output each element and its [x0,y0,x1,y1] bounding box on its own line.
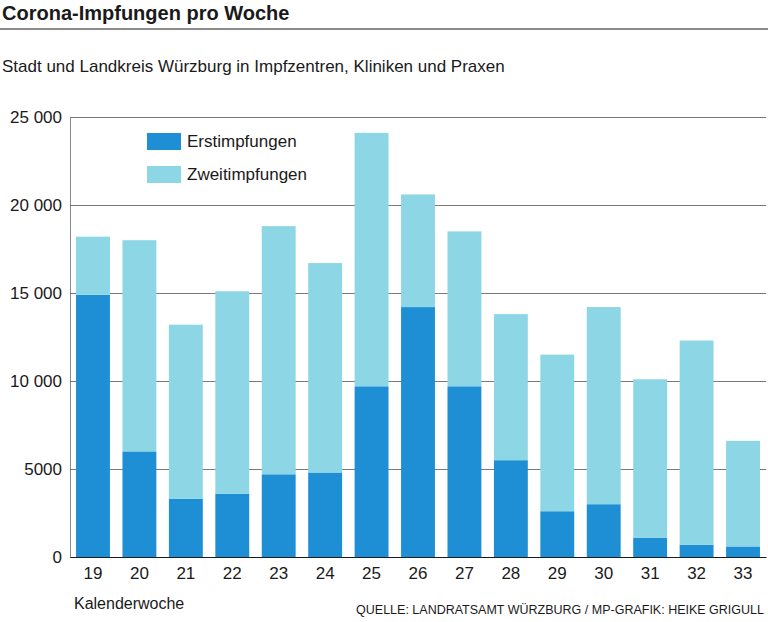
grid-line [70,557,766,558]
y-tick-label: 25 000 [10,108,62,127]
subtitle: Stadt und Landkreis Würzburg in Impfzent… [2,57,505,76]
y-axis-line [71,118,767,558]
legend-label: Erstimpfungen [187,132,297,151]
y-tick-label: 15 000 [10,284,62,303]
x-tick: 29 [548,557,567,583]
bar [587,504,621,557]
source: QUELLE: LANDRATSAMT WÜRZBURG / MP-GRAFIK… [356,603,764,617]
bar [401,307,435,557]
bar [633,538,667,557]
grid-line [70,117,766,118]
bar [540,355,574,512]
y-tick: 25 000 [10,108,766,127]
bar [680,545,714,557]
x-tick: 24 [316,557,335,583]
title: Corona-Impfungen pro Woche [2,2,289,24]
x-tick-label: 23 [269,564,288,583]
x-axis: 19 20 21 22 23 24 25 26 27 28 29 30 31 32 33 [71,557,767,583]
x-tick: 30 [594,557,613,583]
legend-swatch [147,133,181,150]
x-tick: 22 [223,557,242,583]
bar [169,325,203,499]
x-tick-label: 33 [734,564,753,583]
bar [680,341,714,545]
x-tick-label: 26 [409,564,428,583]
bar [447,386,481,557]
y-tick-label: 20 000 [10,196,62,215]
x-tick-label: 19 [84,564,103,583]
x-tick-label: 30 [594,564,613,583]
bars [76,133,760,557]
bar [540,511,574,557]
bar [262,474,296,557]
x-tick: 28 [501,557,520,583]
legend-label: Zweitimpfungen [187,165,307,184]
bar [308,263,342,472]
x-tick: 20 [130,557,149,583]
y-tick-label: 0 [53,548,62,567]
chart: Corona-Impfungen pro Woche Stadt und Land… [0,0,768,622]
x-tick: 27 [455,557,474,583]
bar [587,307,621,504]
x-tick-label: 31 [641,564,660,583]
y-tick-label: 5000 [24,460,62,479]
title-rule [0,28,768,29]
bar [447,231,481,386]
x-tick: 26 [409,557,428,583]
bar [215,494,249,557]
x-tick-label: 28 [501,564,520,583]
bar [169,499,203,557]
x-tick-label: 22 [223,564,242,583]
bar [726,441,760,547]
x-tick-label: 20 [130,564,149,583]
bar [401,194,435,307]
x-tick-label: 32 [687,564,706,583]
series-bars [76,133,760,547]
bar [122,240,156,451]
bar [215,291,249,493]
x-tick: 33 [734,557,753,583]
bar [494,314,528,460]
bar [122,451,156,557]
bar [494,460,528,557]
x-tick: 25 [362,557,381,583]
x-tick-label: 29 [548,564,567,583]
y-tick-label: 10 000 [10,372,62,391]
x-tick-label: 25 [362,564,381,583]
bar [355,386,389,557]
x-tick: 23 [269,557,288,583]
x-tick-label: 27 [455,564,474,583]
bar [308,473,342,557]
bar [633,379,667,537]
bar [76,295,110,557]
bar [726,546,760,557]
x-axis-title: Kalenderwoche [74,595,184,612]
x-axis-line [71,557,767,558]
x-tick: 21 [176,557,195,583]
legend-swatch [147,166,181,183]
x-tick-label: 24 [316,564,335,583]
y-axis: 0 5000 10 000 15 000 20 000 25 000 [10,108,766,567]
series-bars [76,295,760,557]
legend: Erstimpfungen Zweitimpfungen [147,132,307,184]
x-tick: 32 [687,557,706,583]
bar [262,226,296,474]
bar [76,237,110,295]
x-tick: 31 [641,557,660,583]
x-tick: 19 [84,557,103,583]
x-tick-label: 21 [176,564,195,583]
bar [355,133,389,386]
